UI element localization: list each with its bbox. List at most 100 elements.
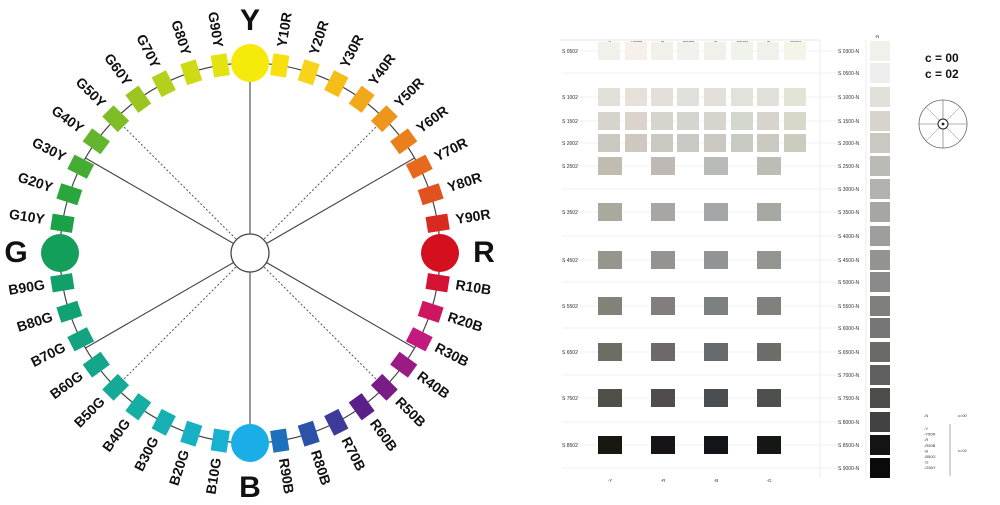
hue-swatch [390,351,418,378]
hue-swatch [125,85,152,113]
neutral-swatch [870,156,890,176]
c-note-02: c = 02 [925,67,959,81]
primary-hue-dot [231,44,269,82]
hue-label: G30Y [30,134,70,165]
row-label: S 2502 [562,164,578,170]
neutral-swatch [870,318,890,338]
hue-swatch [390,128,418,155]
hue-label: Y50R [391,74,427,110]
solid-spoke [249,157,415,254]
bottom-column-header: -B [714,478,719,483]
hue-label: G80Y [168,18,194,58]
nuance-swatch [757,112,779,130]
hue-swatch [297,420,320,447]
nuance-swatch [651,251,675,269]
nuance-swatch [651,134,673,152]
solid-spoke [85,252,251,349]
nuance-swatch [651,297,675,315]
hue-swatch [67,154,95,179]
c-note-00: c = 00 [925,51,959,65]
hue-swatch [348,85,375,113]
nuance-swatch [651,42,673,60]
hue-swatch [102,373,130,401]
n-notation-label: S 0500-N [838,71,860,77]
neutral-swatch [870,226,890,246]
row-label: S 0502 [562,49,578,55]
hue-label: B50G [71,393,108,430]
nuance-swatch [598,436,622,454]
hue-swatch [270,53,290,78]
n-notation-label: S 8500-N [838,443,860,449]
n-notation-label: S 3000-N [838,187,860,193]
row-label: S 7502 [562,396,578,402]
legend-hue-item: -Y [924,426,928,431]
column-header-n: -N [875,34,880,39]
neutral-swatch [870,41,890,61]
hue-label: G20Y [16,169,56,195]
n-notation-label: S 5000-N [838,280,860,286]
nuance-swatch [677,42,699,60]
n-notation-label: S 2000-N [838,141,860,147]
row-label: S 2002 [562,141,578,147]
hue-label: Y60R [413,102,451,136]
hue-swatch [151,408,176,436]
hue-label: R20B [446,308,485,334]
n-notation-label: S 4000-N [838,234,860,240]
hue-label: R40B [414,368,452,402]
nuance-swatch [651,343,675,361]
nuance-swatch [704,436,728,454]
nuance-swatch [704,134,726,152]
nuance-swatch [704,157,728,175]
primary-label-b: B [239,471,261,500]
n-notation-label: S 9000-N [838,466,860,472]
hue-label: B20G [166,448,193,488]
nuance-swatch [704,42,726,60]
hue-swatch [67,327,95,352]
bottom-column-header: -G [767,478,772,483]
n-notation-label: S 6000-N [838,326,860,332]
hue-label: G60Y [101,50,135,89]
nuance-swatch [757,88,779,106]
hue-label: Y40R [365,51,399,89]
hue-scale-icon [918,99,968,149]
nuance-swatch [598,134,620,152]
hue-swatch [297,59,320,86]
nuance-swatch [625,88,647,106]
n-notation-label: S 6500-N [838,350,860,356]
hue-label: B30G [131,434,162,474]
hue-label: Y10R [273,11,294,48]
hue-swatch [405,154,433,179]
nuance-swatch [757,251,781,269]
nuance-swatch [598,112,620,130]
hue-swatch [56,183,83,206]
neutral-swatch [870,272,890,292]
legend-c00: c=00 [958,413,968,418]
nuance-swatch [598,203,622,221]
grey-nuance-chart: -Y-Y30R-R-R50B-B-B50G-G-G50Y-N-Y-R-B-G S… [560,34,968,483]
nuance-swatch [784,42,806,60]
n-notation-label: S 4500-N [838,258,860,264]
neutral-swatch [870,133,890,153]
hue-swatch [324,408,349,436]
nuance-swatch [598,297,622,315]
hue-swatch [324,70,349,98]
neutral-swatch [870,111,890,131]
hue-swatch [56,300,83,323]
hue-swatch [82,351,110,378]
n-notation-label: S 1000-N [838,95,860,101]
nuance-swatch [677,134,699,152]
hue-label: Y20R [306,19,332,57]
hue-label: B80G [15,308,55,335]
nuance-swatch [651,88,673,106]
legend-c02: c=02 [958,448,968,453]
nuance-swatch [625,42,647,60]
n-notation-label: S 1500-N [838,119,860,125]
legend-hue-item: -R50B [924,443,936,448]
nuance-swatch [651,112,673,130]
nuance-swatch [731,112,753,130]
nuance-swatch [757,436,781,454]
nuance-swatch [625,112,647,130]
hue-swatch [210,428,230,453]
hue-label: G40Y [49,102,88,136]
